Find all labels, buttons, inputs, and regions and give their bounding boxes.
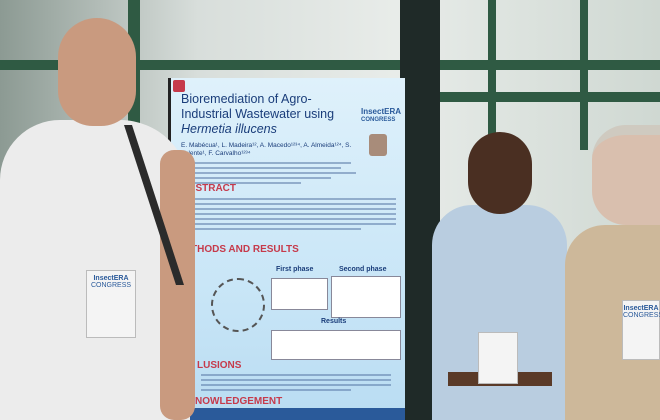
section-heading: NOWLEDGEMENT: [195, 396, 283, 407]
badge-brand: InsectERA: [623, 305, 659, 312]
name-badge: [478, 332, 518, 384]
window-frame: [488, 0, 496, 250]
window-frame: [0, 60, 660, 70]
person-arm: [160, 150, 195, 420]
conclusions-text: [201, 374, 391, 391]
person-head: [58, 18, 136, 126]
person-shirt: [432, 205, 567, 420]
person-head: [468, 132, 532, 214]
person-head: [592, 125, 660, 225]
logo-sub: CONGRESS: [361, 117, 396, 123]
phase-label: First phase: [276, 266, 314, 273]
title-main: Bioremediation of Agro-Industrial Wastew…: [181, 92, 335, 121]
poster-logo: InsectERA CONGRESS: [361, 108, 401, 124]
poster: Bioremediation of Agro-Industrial Wastew…: [168, 78, 405, 420]
results-label: Results: [321, 318, 347, 325]
affiliations: [181, 162, 361, 184]
badge-brand: InsectERA: [93, 275, 129, 282]
title-species: Hermetia illucens: [181, 122, 277, 136]
badge-sub: CONGRESS: [90, 282, 132, 289]
results-table: [271, 330, 401, 360]
abstract-text: [181, 198, 396, 230]
poster-footer: [171, 408, 405, 420]
section-heading: THODS AND RESULTS: [191, 244, 299, 255]
section-heading: LUSIONS: [197, 360, 242, 371]
window-frame: [438, 92, 660, 102]
badge-sub: CONGRESS: [623, 312, 660, 319]
window-frame: [580, 0, 588, 150]
section-heading: ABSTRACT: [181, 183, 236, 194]
poster-title: Bioremediation of Agro-Industrial Wastew…: [181, 92, 351, 137]
data-table: [331, 276, 401, 318]
author-photo: [369, 134, 387, 156]
data-table: [271, 278, 328, 310]
name-badge: InsectERA CONGRESS: [622, 300, 660, 360]
name-badge: InsectERA CONGRESS: [86, 270, 136, 338]
poster-icon: [173, 80, 185, 92]
poster-authors: E. Mabécua¹, L. Madeira¹², A. Macedo¹²³⁴…: [181, 142, 352, 157]
life-cycle-diagram: [211, 278, 265, 332]
logo-brand: InsectERA: [361, 107, 402, 116]
phase-label: Second phase: [339, 266, 387, 273]
